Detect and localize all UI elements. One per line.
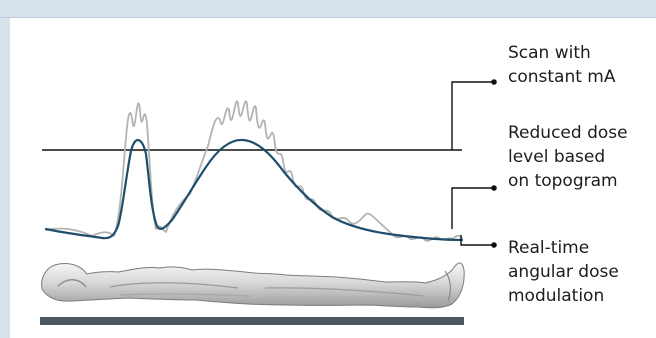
top-border [0,0,656,18]
label-reduced-dose-topogram: Reduced dose level based on topogram [508,123,628,191]
patient-figure-icon [41,262,465,309]
realtime-modulation-curve [45,100,463,242]
realtime-callout-dot [491,242,497,248]
constant-ma-callout-dot [491,79,497,85]
constant-ma-callout-line [451,81,493,150]
scan-table-icon [40,317,464,325]
reduced-dose-callout-line [451,187,493,229]
label-scan-constant-ma: Scan with constant mA [508,43,616,87]
label-real-time-angular-modulation: Real-time angular dose modulation [508,238,619,306]
topogram-dose-curve [44,138,464,242]
reduced-dose-callout-dot [491,185,497,191]
realtime-callout-line [460,235,493,246]
